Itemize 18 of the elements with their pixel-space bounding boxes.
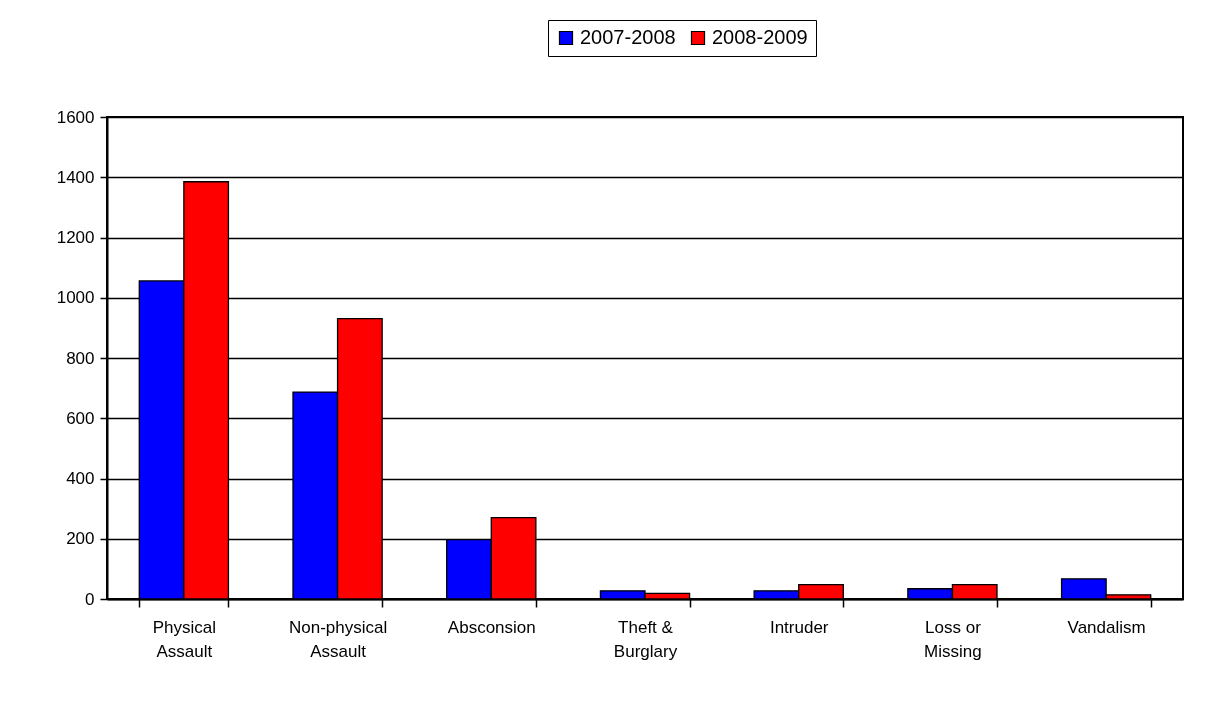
y-tick-label: 1000	[56, 288, 95, 308]
y-tick-label: 1400	[56, 167, 95, 187]
y-tick-label: 600	[66, 408, 95, 428]
y-tick-label: 400	[66, 469, 95, 488]
x-tick-label: Non-physical Assault	[288, 617, 388, 661]
x-tick-label: Absconsion	[447, 617, 536, 637]
x-tick-label: Intruder	[769, 617, 829, 637]
x-tick-label: Theft & Burglary	[613, 617, 678, 661]
y-tick-label: 800	[66, 348, 95, 368]
y-tick-label: 200	[66, 529, 95, 549]
y-tick-label: 0	[85, 589, 95, 609]
y-tick-label: 1200	[56, 228, 95, 247]
x-tick-label: Loss or Missing	[924, 617, 982, 661]
x-tick-label: Physical Assault	[152, 617, 217, 661]
legend-label: 2008-2009	[712, 26, 808, 48]
x-tick-label: Vandalism	[1067, 617, 1146, 637]
legend-label: 2007-2008	[580, 26, 676, 48]
y-tick-label: 1600	[56, 107, 95, 127]
